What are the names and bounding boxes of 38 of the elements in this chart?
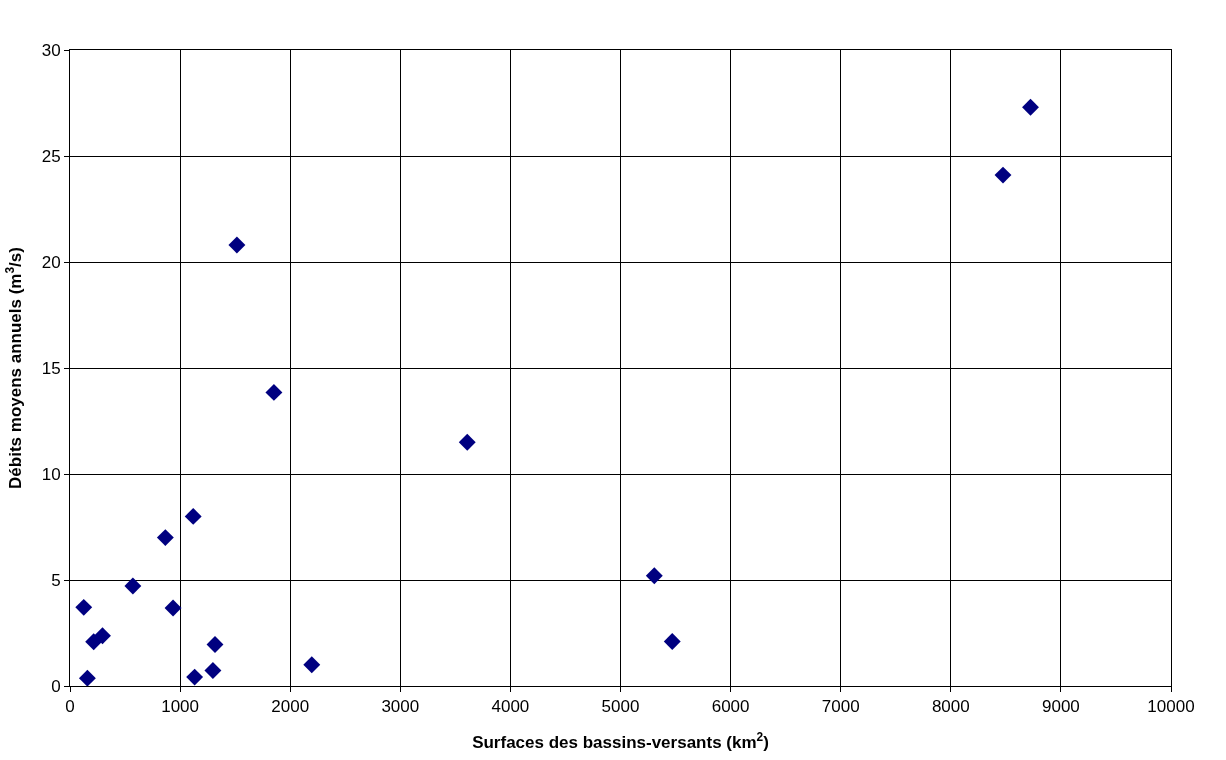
- point: [645, 567, 663, 585]
- point: [156, 529, 174, 547]
- y-tick-label: 30: [41, 40, 61, 60]
- x-tick-label: 8000: [931, 697, 970, 717]
- y-tick-label: 10: [41, 464, 61, 484]
- point: [85, 633, 103, 651]
- x-tick-label: 1000: [161, 697, 200, 717]
- point: [303, 656, 321, 674]
- x-tick-label: 5000: [601, 697, 640, 717]
- x-tick-label: 4000: [491, 697, 530, 717]
- point: [994, 166, 1012, 184]
- x-tick-label: 10000: [1147, 697, 1195, 717]
- point: [228, 236, 246, 254]
- point: [78, 669, 96, 686]
- point: [663, 633, 681, 650]
- point: [204, 662, 222, 679]
- point: [124, 577, 142, 595]
- point: [265, 383, 283, 401]
- y-tick-label: 0: [51, 676, 61, 696]
- x-tick-label: 2000: [271, 697, 310, 717]
- y-tick-label: 15: [41, 358, 61, 378]
- point: [75, 598, 93, 616]
- y-tick-label: 5: [51, 570, 61, 590]
- point: [94, 627, 111, 645]
- point: [206, 636, 224, 653]
- x-tick-label: 9000: [1041, 697, 1080, 717]
- point: [164, 599, 182, 617]
- y-tick-label: 25: [41, 146, 61, 166]
- x-tick-label: 6000: [711, 697, 750, 717]
- point: [458, 433, 476, 451]
- x-tick-label: 7000: [821, 697, 860, 717]
- y-tick-label: 20: [41, 252, 61, 272]
- point: [186, 668, 204, 686]
- x-axis-title: Surfaces des bassins-versants (km$^{2}$): [472, 729, 769, 752]
- x-tick-label: 3000: [381, 697, 420, 717]
- point: [184, 507, 202, 525]
- x-tick-label: 0: [65, 697, 75, 717]
- point: [1022, 98, 1039, 116]
